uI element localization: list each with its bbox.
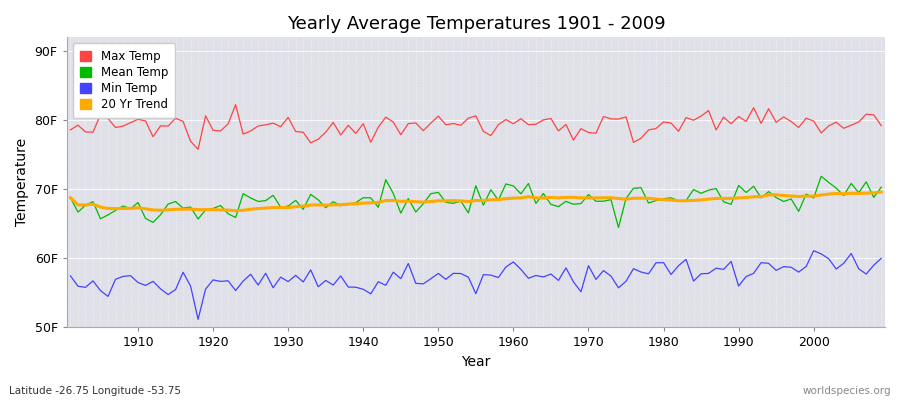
Min Temp [508,260,518,264]
Y-axis label: Temperature: Temperature [15,138,29,226]
Text: Latitude -26.75 Longitude -53.75: Latitude -26.75 Longitude -53.75 [9,386,181,396]
Max Temp [230,102,241,107]
20 Yr Trend [606,195,616,200]
Min Temp [65,274,76,278]
20 Yr Trend [343,202,354,206]
20 Yr Trend [230,208,241,213]
Max Temp [876,123,886,128]
Mean Temp [815,174,826,179]
Min Temp [808,248,819,253]
Min Temp [343,285,354,290]
X-axis label: Year: Year [461,355,491,369]
Max Temp [516,116,526,121]
20 Yr Trend [508,196,518,200]
Max Temp [65,128,76,132]
Max Temp [523,122,534,127]
Title: Yearly Average Temperatures 1901 - 2009: Yearly Average Temperatures 1901 - 2009 [286,15,665,33]
Text: worldspecies.org: worldspecies.org [803,386,891,396]
20 Yr Trend [516,196,526,200]
Mean Temp [65,195,76,200]
Mean Temp [508,184,518,188]
20 Yr Trend [65,195,76,200]
Max Temp [125,120,136,125]
Min Temp [516,267,526,272]
Min Temp [876,256,886,261]
Max Temp [305,140,316,145]
Mean Temp [125,206,136,211]
Min Temp [125,273,136,278]
Line: Max Temp: Max Temp [70,105,881,149]
Legend: Max Temp, Mean Temp, Min Temp, 20 Yr Trend: Max Temp, Mean Temp, Min Temp, 20 Yr Tre… [73,43,176,118]
Max Temp [350,131,361,136]
Max Temp [613,117,624,122]
20 Yr Trend [876,190,886,194]
Mean Temp [613,225,624,230]
Line: Min Temp: Min Temp [70,251,881,319]
Line: 20 Yr Trend: 20 Yr Trend [70,192,881,211]
Mean Temp [336,203,346,208]
20 Yr Trend [125,206,136,211]
Mean Temp [876,185,886,190]
Mean Temp [291,198,302,203]
Max Temp [193,147,203,152]
Mean Temp [500,182,511,186]
Min Temp [193,317,203,322]
Min Temp [298,280,309,284]
Min Temp [606,274,616,278]
20 Yr Trend [298,204,309,208]
Line: Mean Temp: Mean Temp [70,176,881,228]
Mean Temp [598,199,609,204]
